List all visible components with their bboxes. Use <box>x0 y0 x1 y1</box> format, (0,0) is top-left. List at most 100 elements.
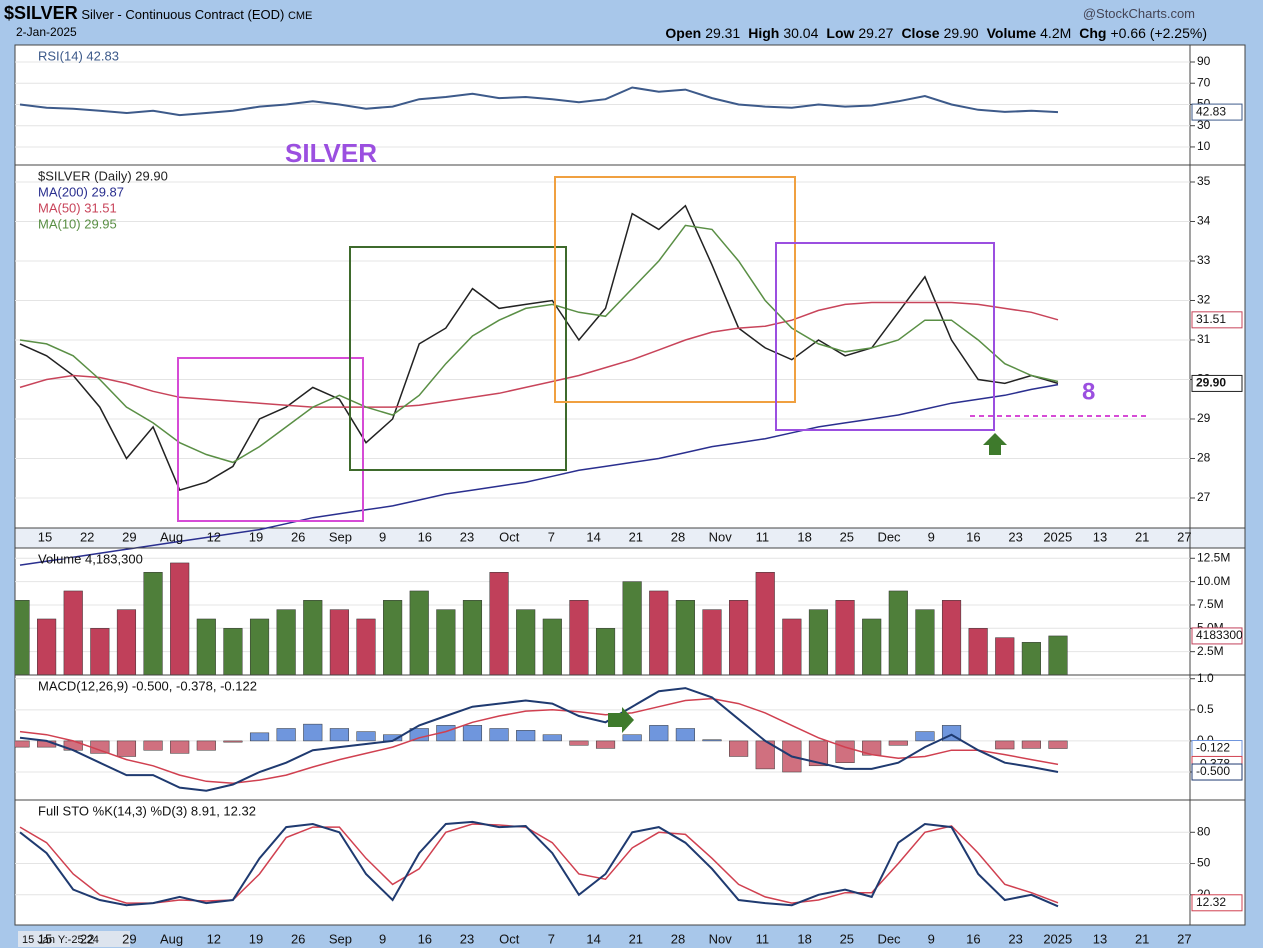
bar <box>462 600 483 676</box>
bar <box>276 728 296 742</box>
bar <box>462 725 483 742</box>
x-tick-label: 27 <box>1177 931 1191 946</box>
bar <box>782 618 802 676</box>
y-tick-label: 35 <box>1197 174 1211 188</box>
bar <box>995 637 1015 676</box>
bar <box>595 628 616 676</box>
x-tick-label: 29 <box>122 931 136 946</box>
quote-value: 30.04 <box>783 25 819 41</box>
bar <box>90 628 110 676</box>
bar <box>489 728 509 742</box>
bar <box>409 728 429 742</box>
bar <box>516 609 536 676</box>
x-tick-label: Aug <box>160 529 183 544</box>
y-tick-label: 80 <box>1197 824 1211 838</box>
legend: MACD(12,26,9) -0.500, -0.378, -0.122 <box>38 678 257 693</box>
bar <box>116 740 137 757</box>
bar <box>436 609 456 676</box>
bar <box>595 740 616 749</box>
x-tick-label: 16 <box>418 931 432 946</box>
x-tick-label: 22 <box>80 931 94 946</box>
y-tick-label: 10 <box>1197 139 1211 153</box>
x-tick-label: 22 <box>80 529 94 544</box>
readout: 42.83 <box>1196 104 1226 118</box>
x-tick-label: 27 <box>1177 529 1191 544</box>
quote-label: Close <box>901 25 940 41</box>
x-tick-label: 11 <box>756 931 770 946</box>
arrow <box>983 433 1007 455</box>
bar <box>995 740 1015 750</box>
x-tick-label: Nov <box>709 529 733 544</box>
legend: Volume 4,183,300 <box>38 551 143 566</box>
readout-box <box>1191 763 1243 781</box>
bar <box>249 732 270 742</box>
x-tick-label: 21 <box>629 931 643 946</box>
quote-label: High <box>748 25 780 41</box>
x-tick-label: Dec <box>877 931 901 946</box>
quote-label: Low <box>826 25 855 41</box>
bar <box>1021 642 1041 676</box>
x-tick-label: 23 <box>460 529 474 544</box>
x-tick-label: 7 <box>548 931 555 946</box>
bar <box>808 740 829 767</box>
y-tick-label: 90 <box>1197 54 1211 68</box>
bar <box>915 731 935 742</box>
readout: 12.32 <box>1196 895 1226 909</box>
readout: -0.122 <box>1196 741 1230 755</box>
line <box>19 224 1059 464</box>
x-tick-label: Oct <box>499 931 520 946</box>
x-tick-label: 15 <box>38 931 52 946</box>
y-tick-label: 70 <box>1197 75 1211 89</box>
bar <box>702 739 722 742</box>
bar <box>516 730 536 742</box>
bar <box>170 562 190 676</box>
bar <box>303 600 323 676</box>
x-tick-label: 9 <box>928 931 935 946</box>
bar <box>303 723 323 742</box>
box <box>554 176 796 403</box>
readout: -0.500 <box>1196 764 1230 778</box>
readout-box <box>1191 374 1243 392</box>
x-tick-label: 12 <box>207 931 221 946</box>
quote-value: +0.66 (+2.25%) <box>1110 25 1207 41</box>
readout: 4183300 <box>1196 628 1243 642</box>
bar <box>888 590 908 676</box>
y-tick-label: 31 <box>1197 332 1211 346</box>
x-tick-label: 28 <box>671 529 685 544</box>
y-tick-label: 7.5M <box>1197 597 1224 611</box>
box <box>349 246 567 471</box>
bar <box>542 734 562 742</box>
quote-label: Chg <box>1079 25 1107 41</box>
x-tick-label: 15 <box>38 529 52 544</box>
x-tick-label: 19 <box>249 529 263 544</box>
x-tick-label: Sep <box>329 931 352 946</box>
x-tick-label: 29 <box>122 529 136 544</box>
arrow <box>608 707 634 733</box>
bar <box>835 600 855 676</box>
x-tick-label: Oct <box>499 529 520 544</box>
x-tick-label: 26 <box>291 931 305 946</box>
cursor-box <box>18 931 130 947</box>
bar <box>622 581 642 676</box>
source: @StockCharts.com <box>1082 6 1195 21</box>
bar <box>675 728 695 742</box>
bar <box>223 628 243 676</box>
x-tick-label: Nov <box>709 931 733 946</box>
bar <box>888 740 908 746</box>
bar <box>649 590 669 676</box>
y-tick-label: 33 <box>1197 253 1211 267</box>
annotation: SILVER <box>285 138 377 168</box>
bar <box>63 590 83 676</box>
bar <box>675 600 695 676</box>
x-tick-label: 19 <box>249 931 263 946</box>
line <box>19 687 1059 792</box>
x-tick-label: 11 <box>756 529 770 544</box>
quote-label: Volume <box>986 25 1037 41</box>
bar <box>15 740 30 748</box>
bar <box>329 728 349 742</box>
bar <box>569 740 589 746</box>
line <box>19 301 1059 408</box>
legend: Full STO %K(14,3) %D(3) 8.91, 12.32 <box>38 803 256 818</box>
x-tick-label: 2025 <box>1043 931 1072 946</box>
bar <box>941 600 962 676</box>
